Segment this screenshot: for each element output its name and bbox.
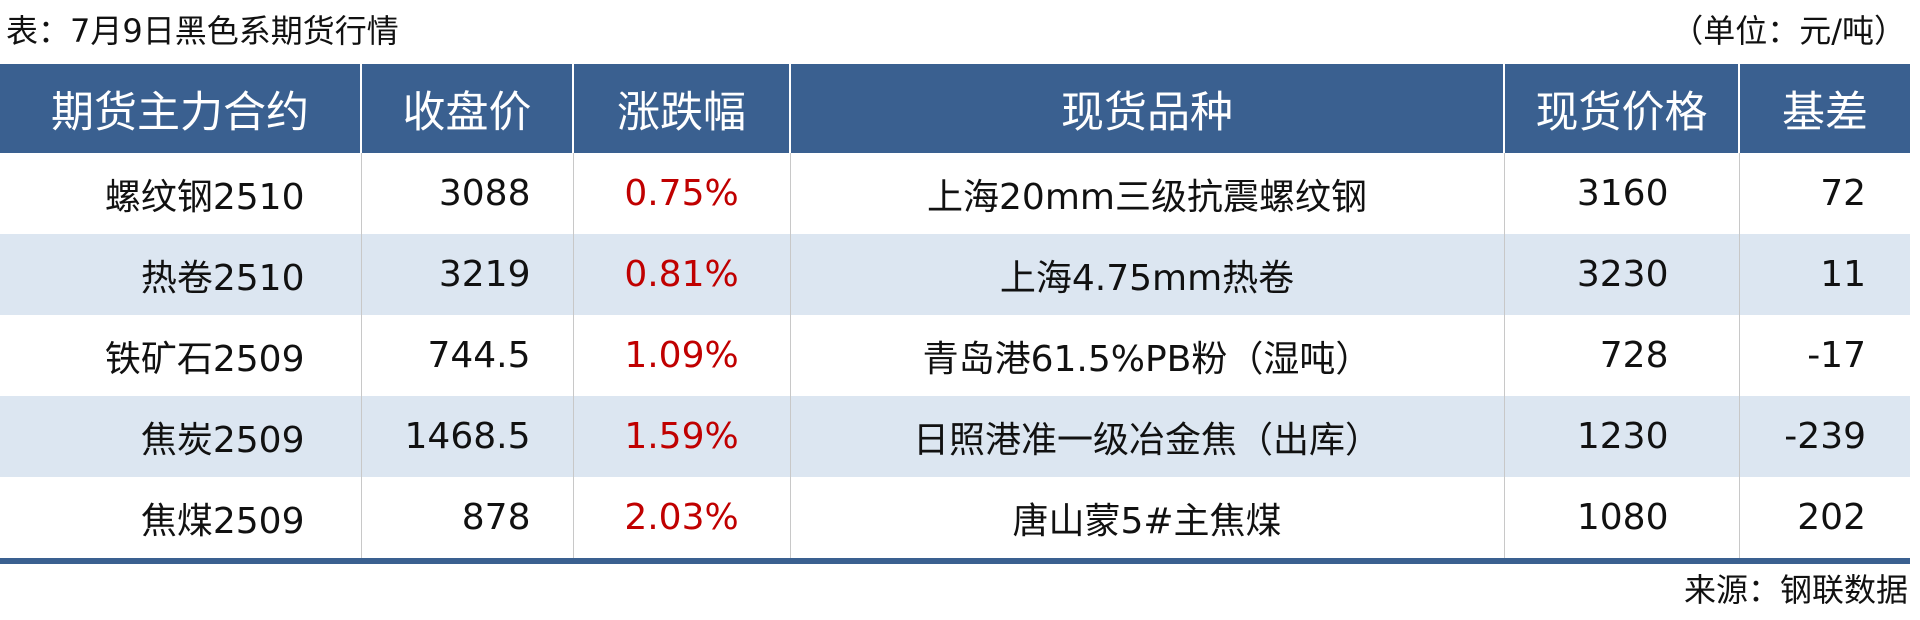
cell-spot: 日照港准一级冶金焦（出库）: [789, 396, 1504, 477]
cell-basis: 11: [1738, 234, 1910, 315]
futures-table: 期货主力合约 收盘价 涨跌幅 现货品种 现货价格 基差 螺纹钢2510 3088 0…: [0, 64, 1910, 564]
table-row: 焦煤2509 878 2.03% 唐山蒙5#主焦煤 1080 202: [0, 477, 1910, 564]
header-spot: 现货品种: [789, 64, 1504, 153]
cell-close: 3219: [360, 234, 573, 315]
cell-spot-price: 1230: [1503, 396, 1739, 477]
table-row: 铁矿石2509 744.5 1.09% 青岛港61.5%PB粉（湿吨） 728 -17: [0, 315, 1910, 396]
cell-contract: 焦炭2509: [0, 396, 361, 477]
cell-spot: 上海20mm三级抗震螺纹钢: [789, 153, 1504, 234]
cell-spot-price: 3230: [1503, 234, 1739, 315]
header-change: 涨跌幅: [572, 64, 790, 153]
cell-spot-price: 3160: [1503, 153, 1739, 234]
cell-contract: 铁矿石2509: [104, 338, 305, 380]
cell-close: 1468.5: [360, 396, 573, 477]
cell-basis: -17: [1738, 315, 1910, 396]
cell-spot: 上海4.75mm热卷: [789, 234, 1504, 315]
cell-spot: 青岛港61.5%PB粉（湿吨）: [789, 315, 1504, 396]
table-title: 表：7月9日黑色系期货行情: [6, 12, 399, 50]
cell-basis: 202: [1738, 477, 1910, 564]
cell-contract: 热卷2510: [0, 234, 361, 315]
header-spot-price: 现货价格: [1503, 64, 1739, 153]
cell-contract: 螺纹钢2510: [104, 176, 305, 218]
cell-change: 1.59%: [572, 396, 790, 477]
cell-change: 0.81%: [572, 234, 790, 315]
cell-spot: 唐山蒙5#主焦煤: [789, 477, 1504, 564]
table-row: 螺纹钢2510 3088 0.75% 上海20mm三级抗震螺纹钢 3160 72: [0, 153, 1910, 234]
cell-contract: 焦煤2509: [0, 477, 361, 564]
cell-basis: 72: [1738, 153, 1910, 234]
unit-label: （单位：元/吨）: [1671, 12, 1906, 50]
table-row: 热卷2510 3219 0.81% 上海4.75mm热卷 3230 11: [0, 234, 1910, 315]
table-row: 焦炭2509 1468.5 1.59% 日照港准一级冶金焦（出库） 1230 -239: [0, 396, 1910, 477]
source-note: 来源：钢联数据: [1683, 571, 1908, 609]
cell-basis: -239: [1738, 396, 1910, 477]
header-contract: 期货主力合约: [0, 64, 361, 153]
cell-change: 1.09%: [572, 315, 790, 396]
cell-spot-price: 1080: [1503, 477, 1739, 564]
cell-spot-price: 728: [1503, 315, 1739, 396]
cell-close: 744.5: [360, 315, 573, 396]
cell-change: 0.75%: [572, 153, 790, 234]
cell-close: 878: [360, 477, 573, 564]
header-basis: 基差: [1738, 64, 1910, 153]
cell-close: 3088: [360, 153, 573, 234]
header-close: 收盘价: [360, 64, 573, 153]
cell-change: 2.03%: [572, 477, 790, 564]
header-row: 期货主力合约 收盘价 涨跌幅 现货品种 现货价格 基差: [0, 64, 1910, 153]
